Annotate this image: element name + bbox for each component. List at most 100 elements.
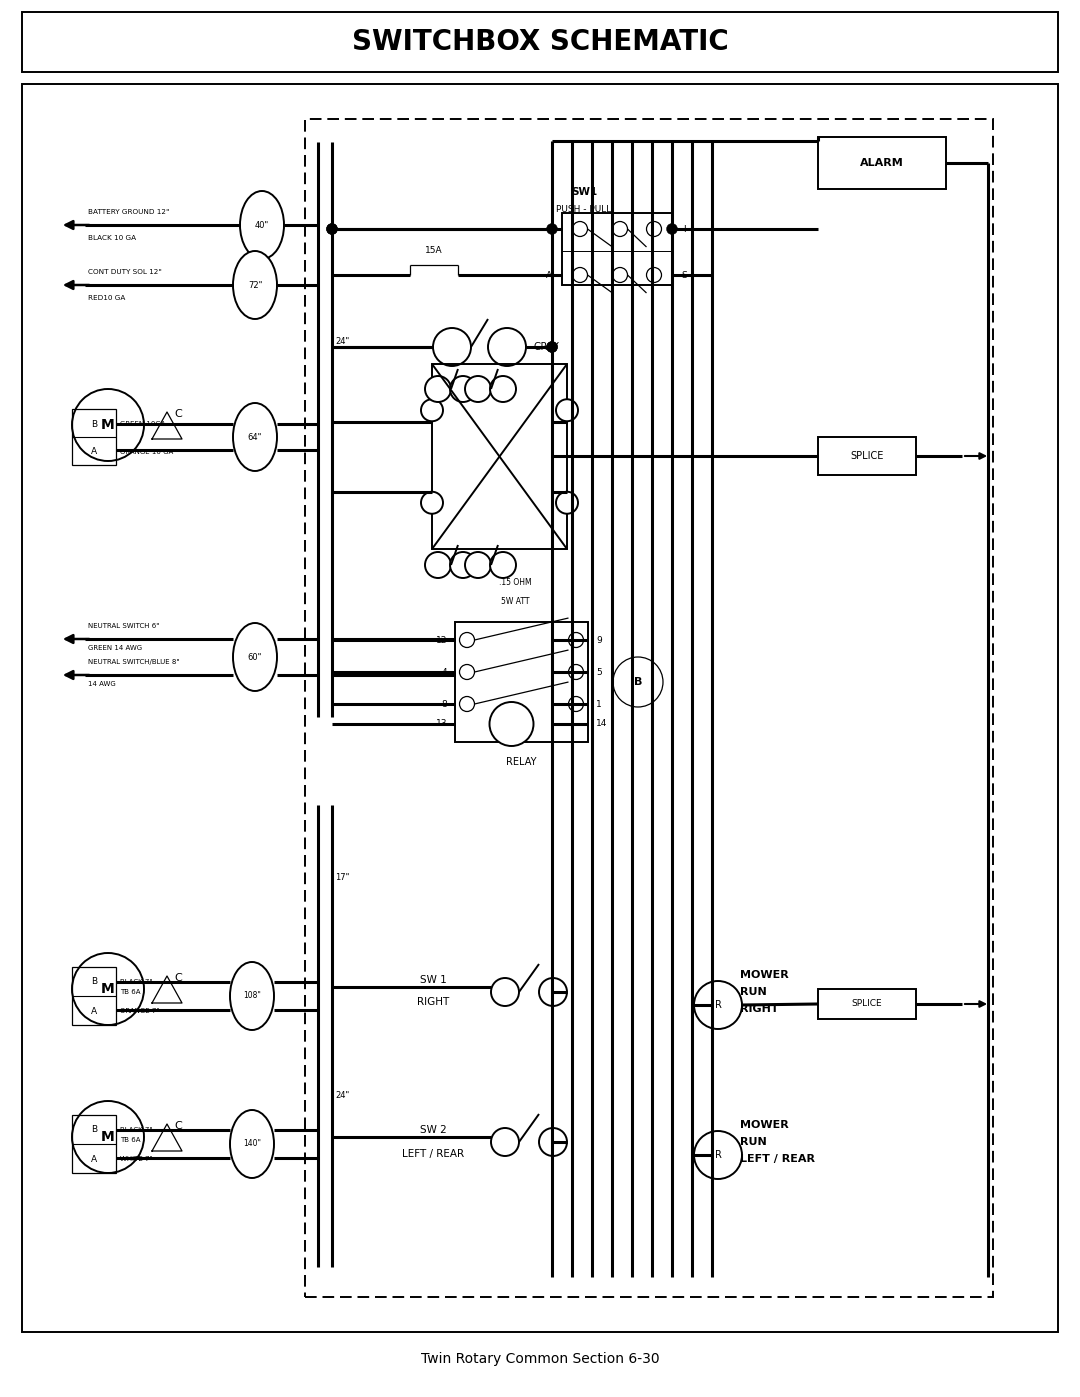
Circle shape [450, 552, 476, 578]
Text: C: C [174, 972, 181, 983]
Text: BLACK 7": BLACK 7" [120, 979, 152, 985]
Text: RIGHT: RIGHT [417, 997, 449, 1007]
Text: B: B [91, 1126, 97, 1134]
Circle shape [72, 953, 144, 1025]
Text: 40": 40" [255, 221, 269, 229]
Text: Twin Rotary Common Section 6-30: Twin Rotary Common Section 6-30 [421, 1352, 659, 1366]
Text: 14: 14 [596, 719, 607, 728]
Circle shape [694, 981, 742, 1030]
Text: ALARM: ALARM [860, 158, 904, 168]
Text: 60": 60" [247, 652, 262, 662]
Text: C: C [174, 409, 181, 419]
Text: RED10 GA: RED10 GA [87, 295, 125, 300]
Bar [22, 13, 1058, 73]
Text: 17": 17" [335, 873, 349, 882]
Circle shape [612, 267, 627, 282]
Circle shape [647, 222, 661, 236]
Text: MOWER: MOWER [740, 970, 788, 981]
Circle shape [491, 978, 519, 1006]
Circle shape [546, 341, 557, 352]
Circle shape [421, 400, 443, 422]
Text: MOWER: MOWER [740, 1120, 788, 1130]
Circle shape [568, 633, 583, 647]
Circle shape [426, 376, 451, 402]
Circle shape [459, 665, 474, 679]
Circle shape [489, 703, 534, 746]
Text: 5: 5 [596, 668, 602, 676]
Text: M: M [102, 982, 114, 996]
Text: 24": 24" [335, 1091, 349, 1099]
Bar [818, 989, 916, 1018]
Circle shape [488, 328, 526, 366]
Text: BLACK 7": BLACK 7" [120, 1127, 152, 1133]
Text: WHITE 7": WHITE 7" [120, 1155, 152, 1162]
Bar [455, 622, 588, 742]
Circle shape [450, 376, 476, 402]
Text: C: C [174, 1120, 181, 1132]
Text: CONT DUTY SOL 12": CONT DUTY SOL 12" [87, 270, 162, 275]
Circle shape [572, 267, 588, 282]
Bar [22, 84, 1058, 1331]
Circle shape [694, 1132, 742, 1179]
Text: R: R [715, 1000, 721, 1010]
Text: SWITCHBOX SCHEMATIC: SWITCHBOX SCHEMATIC [352, 28, 728, 56]
Circle shape [421, 492, 443, 514]
Circle shape [490, 376, 516, 402]
Text: B: B [91, 419, 97, 429]
Text: RIGHT: RIGHT [740, 1004, 779, 1014]
Text: S: S [681, 271, 687, 279]
Text: 140": 140" [243, 1140, 261, 1148]
Circle shape [465, 376, 491, 402]
Text: GRAY: GRAY [534, 342, 559, 352]
Text: PUSH - PULL: PUSH - PULL [556, 204, 611, 214]
Text: SW 2: SW 2 [420, 1125, 446, 1134]
Text: ORANGE 10 GA: ORANGE 10 GA [120, 448, 173, 455]
Ellipse shape [233, 402, 276, 471]
Circle shape [647, 267, 661, 282]
Text: BLACK 10 GA: BLACK 10 GA [87, 235, 136, 242]
Text: A: A [91, 1154, 97, 1164]
Circle shape [72, 1101, 144, 1173]
Text: RUN: RUN [740, 1137, 767, 1147]
Text: 64": 64" [247, 433, 262, 441]
Bar [432, 365, 567, 549]
Circle shape [326, 224, 337, 235]
Ellipse shape [240, 191, 284, 258]
Text: GREEN 10GA: GREEN 10GA [120, 420, 165, 427]
Bar [72, 967, 116, 1025]
Text: I: I [683, 225, 686, 233]
Text: SW1: SW1 [571, 187, 597, 197]
Circle shape [433, 328, 471, 366]
Text: TB 6A: TB 6A [120, 989, 140, 995]
Circle shape [613, 657, 663, 707]
Circle shape [556, 400, 578, 422]
Text: RELAY: RELAY [507, 757, 537, 767]
Text: R: R [715, 1150, 721, 1160]
Text: B: B [545, 225, 552, 233]
Circle shape [572, 222, 588, 236]
Circle shape [546, 224, 557, 235]
Text: BATTERY GROUND 12": BATTERY GROUND 12" [87, 210, 170, 215]
Text: RUN: RUN [740, 988, 767, 997]
Circle shape [546, 341, 557, 352]
Circle shape [490, 552, 516, 578]
Text: LEFT / REAR: LEFT / REAR [740, 1154, 815, 1164]
Bar [818, 437, 916, 475]
Circle shape [465, 552, 491, 578]
Text: NEUTRAL SWITCH 6": NEUTRAL SWITCH 6" [87, 623, 160, 629]
Text: 4: 4 [442, 668, 447, 676]
Circle shape [491, 1127, 519, 1155]
Circle shape [539, 978, 567, 1006]
Text: 9: 9 [596, 636, 602, 644]
Text: 8: 8 [442, 700, 447, 708]
Ellipse shape [233, 623, 276, 692]
Bar [305, 119, 993, 1296]
Circle shape [568, 665, 583, 679]
Circle shape [666, 224, 677, 235]
Circle shape [612, 222, 627, 236]
Bar [72, 409, 116, 465]
Ellipse shape [230, 1111, 274, 1178]
Text: NEUTRAL SWITCH/BLUE 8": NEUTRAL SWITCH/BLUE 8" [87, 659, 179, 665]
Text: M: M [102, 1130, 114, 1144]
Circle shape [539, 1127, 567, 1155]
